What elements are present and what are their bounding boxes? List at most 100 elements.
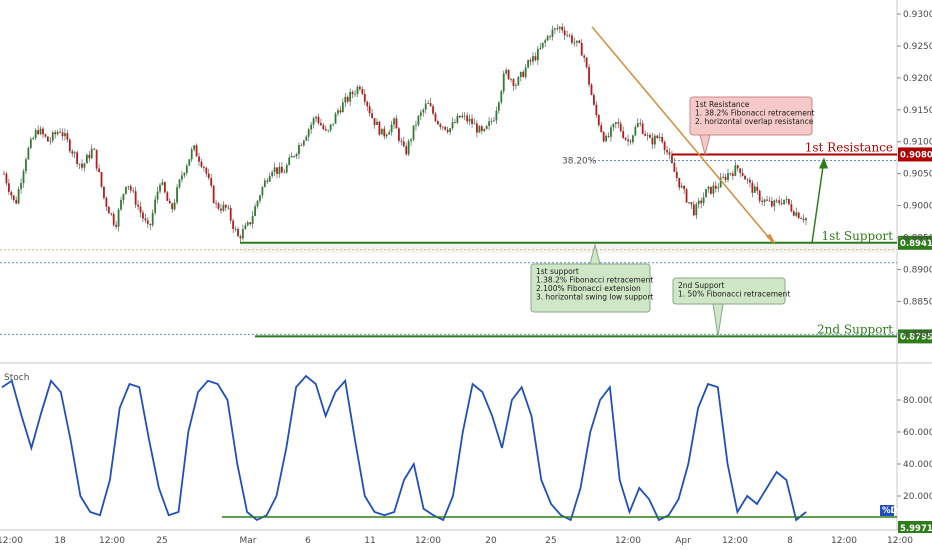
candle-body <box>451 122 454 129</box>
candle-body <box>532 56 534 62</box>
candle-body <box>266 180 269 182</box>
candle-body <box>697 200 700 205</box>
candle-body <box>246 222 249 226</box>
candle-body <box>7 183 10 192</box>
candle-body <box>673 162 676 172</box>
stoch-title: Stoch <box>4 373 29 383</box>
candle-body <box>34 130 37 139</box>
candle-body <box>688 202 690 203</box>
candle-body <box>595 104 598 116</box>
support-1-note-line: 3. horizontal swing low support <box>536 293 653 302</box>
candle-body <box>444 126 447 130</box>
candle-body <box>622 131 625 138</box>
candle-body <box>390 124 393 133</box>
candle-body <box>163 182 166 193</box>
candle-body <box>124 186 127 194</box>
candle-body <box>717 187 720 189</box>
candle-body <box>461 115 464 118</box>
candle-body <box>20 183 22 189</box>
resistance-price-tag-text: 0.90801 <box>900 150 932 160</box>
time-tick-label: 20 <box>485 536 497 546</box>
candle-body <box>332 123 334 125</box>
support-2-label: 2nd Support <box>817 322 893 336</box>
candle-body <box>432 106 434 114</box>
candle-body <box>566 34 569 36</box>
candle-body <box>371 113 373 119</box>
fib-extension-arrowhead <box>766 233 776 245</box>
drawing-overlays: 38.20% 1st Resistance 1st Support 2nd Suppo… <box>0 26 932 344</box>
candle-body <box>349 91 352 102</box>
candle-body <box>59 131 61 133</box>
candle-body <box>731 173 734 176</box>
candle-body <box>3 173 5 175</box>
support-1-note-line: 1.38.2% Fibonacci retracement <box>536 276 653 285</box>
candle-body <box>415 124 417 126</box>
candle-body <box>488 121 491 126</box>
candle-body <box>37 130 40 135</box>
candle-body <box>536 48 539 61</box>
candle-body <box>156 191 159 200</box>
candle-body <box>510 79 512 80</box>
candle-body <box>685 189 688 203</box>
candle-body <box>210 177 213 186</box>
candle-body <box>434 113 437 122</box>
candle-body <box>190 149 193 160</box>
time-tick-label: 12:00 <box>887 536 913 546</box>
candle-body <box>171 203 174 210</box>
candle-body <box>261 187 264 196</box>
candle-body <box>476 123 478 133</box>
candle-body <box>398 128 400 141</box>
stochastic-panel: Stoch %D5.9971 <box>1 373 932 534</box>
candle-body <box>792 211 795 216</box>
candle-body <box>334 113 337 124</box>
support-1-note-line: 1st support <box>536 267 579 276</box>
stoch-d-line <box>1 374 807 522</box>
candle-body <box>478 126 481 133</box>
candle-body <box>427 103 430 104</box>
candle-body <box>229 207 232 221</box>
candle-body <box>629 141 632 143</box>
candle-body <box>154 199 157 213</box>
candle-body <box>393 118 395 125</box>
candle-body <box>127 186 130 187</box>
candle-body <box>51 132 54 141</box>
candle-body <box>39 128 42 135</box>
resistance-note-box <box>689 96 813 136</box>
candle-body <box>329 124 332 131</box>
candle-body <box>539 47 542 49</box>
candle-body <box>456 115 459 123</box>
candle-body <box>380 128 383 135</box>
candle-body <box>602 131 605 142</box>
candle-body <box>449 128 451 133</box>
candle-body <box>42 128 44 135</box>
candle-body <box>115 224 118 227</box>
candle-body <box>241 229 244 239</box>
resistance-label: 1st Resistance <box>805 140 893 154</box>
candle-body <box>471 118 473 124</box>
candle-body <box>254 206 256 217</box>
candle-body <box>702 197 705 204</box>
time-tick-label: 25 <box>545 536 556 546</box>
candle-body <box>100 172 103 187</box>
stoch-series-tag-text: %D <box>882 506 898 516</box>
candle-body <box>580 43 583 56</box>
candle-body <box>678 177 681 188</box>
candle-body <box>178 179 181 188</box>
candle-body <box>324 129 327 131</box>
candle-body <box>405 146 408 155</box>
candle-body <box>517 77 520 86</box>
candle-body <box>300 144 303 146</box>
candle-body <box>61 132 64 137</box>
candle-body <box>5 173 8 184</box>
candle-body <box>683 185 686 190</box>
candle-body <box>422 109 425 113</box>
candle-body <box>10 191 13 196</box>
